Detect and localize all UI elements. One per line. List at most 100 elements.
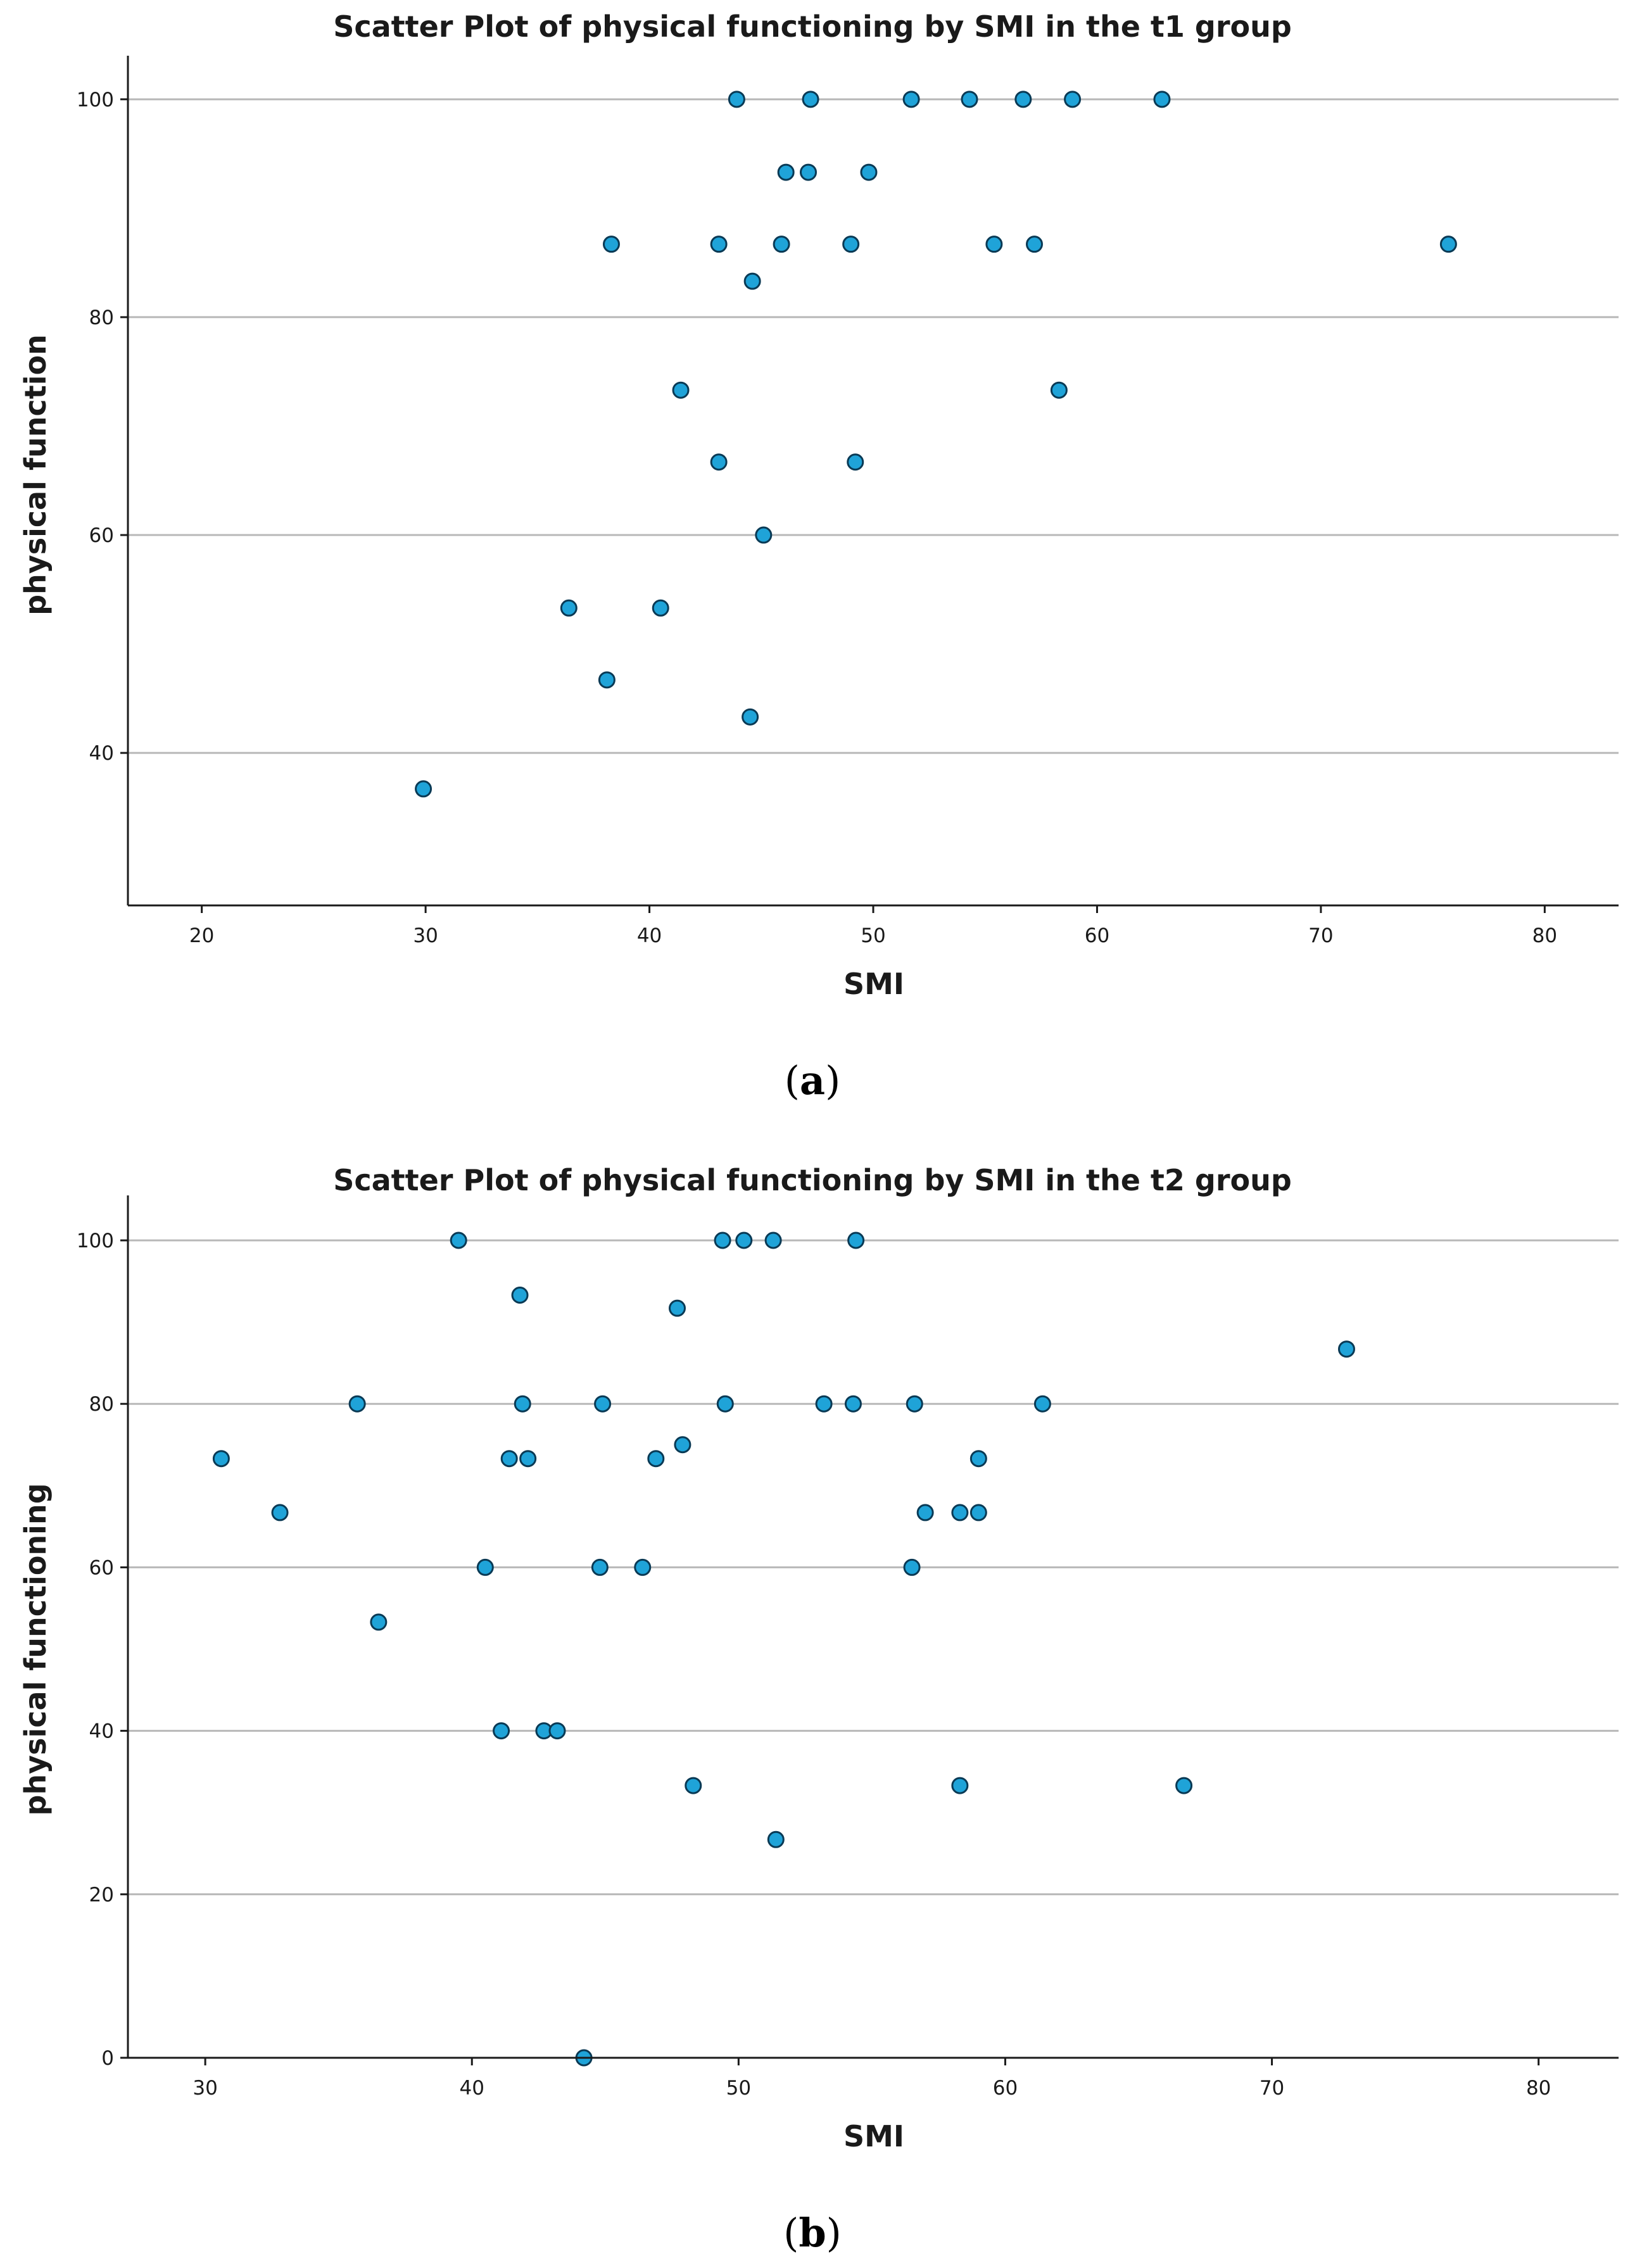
- data-point-b-35: [951, 1777, 969, 1794]
- data-point-a-1: [802, 91, 819, 108]
- x-tick-label-b-0: 30: [193, 2077, 217, 2100]
- data-point-b-10: [594, 1395, 612, 1413]
- chart-title-a: Scatter Plot of physical functioning by …: [333, 9, 1292, 44]
- data-point-a-4: [1014, 91, 1032, 108]
- x-tick-label-b-5: 80: [1526, 2077, 1551, 2100]
- data-point-a-7: [777, 163, 795, 181]
- data-point-a-26: [742, 708, 759, 726]
- axes-b: [127, 1195, 1619, 2059]
- panel-caption-b: (b): [783, 2210, 842, 2256]
- chart-title-b: Scatter Plot of physical functioning by …: [333, 1163, 1292, 1197]
- data-point-b-18: [500, 1450, 518, 1468]
- y-tick-label-a-0: 40: [89, 742, 114, 765]
- x-ticks-b: 30 40 50 60 70 80: [193, 2058, 1551, 2100]
- x-axis-label-b: SMI: [843, 2119, 904, 2153]
- data-point-b-28: [634, 1558, 652, 1576]
- data-point-b-8: [348, 1395, 366, 1413]
- data-point-b-2: [735, 1232, 753, 1249]
- axes-a: [127, 56, 1619, 907]
- x-tick-label-a-3: 50: [861, 924, 885, 947]
- caption-letter-a: a: [800, 1057, 825, 1104]
- data-point-a-5: [1064, 91, 1082, 108]
- caption-open-a: (: [785, 1057, 800, 1104]
- data-point-b-9: [514, 1395, 531, 1413]
- data-point-a-18: [672, 381, 690, 399]
- data-point-a-17: [743, 272, 761, 290]
- data-point-b-15: [1033, 1395, 1051, 1413]
- y-tick-label-b-1: 20: [89, 1884, 114, 1906]
- data-point-b-19: [519, 1450, 537, 1468]
- data-point-a-25: [598, 671, 616, 689]
- y-tick-label-a-3: 100: [77, 89, 114, 111]
- y-tick-label-b-3: 60: [89, 1556, 114, 1579]
- x-tick-label-b-2: 50: [726, 2077, 751, 2100]
- data-point-b-4: [847, 1232, 865, 1249]
- y-tick-label-b-0: 0: [101, 2047, 114, 2070]
- data-point-a-16: [1439, 236, 1457, 253]
- y-tick-label-a-2: 80: [89, 306, 114, 329]
- data-point-a-20: [710, 453, 728, 471]
- data-point-b-33: [548, 1722, 566, 1740]
- x-tick-label-b-3: 60: [993, 2077, 1018, 2100]
- data-point-b-25: [969, 1504, 987, 1521]
- chart-panel-b: Scatter Plot of physical functioning by …: [18, 1163, 1619, 2256]
- y-ticks-b: 0 20 40 60 80 100: [77, 1230, 128, 2070]
- caption-letter-b: b: [799, 2210, 826, 2256]
- data-point-b-12: [815, 1395, 833, 1413]
- x-ticks-a: 20 30 40 50 60 70 80: [189, 905, 1557, 947]
- data-point-b-30: [370, 1613, 388, 1631]
- data-point-a-14: [985, 236, 1003, 253]
- x-tick-label-a-2: 40: [637, 924, 662, 947]
- x-tick-label-a-5: 70: [1308, 924, 1333, 947]
- caption-close-a: ): [825, 1057, 840, 1104]
- data-point-a-11: [710, 236, 728, 253]
- data-point-a-19: [1050, 381, 1068, 399]
- x-tick-label-b-1: 40: [460, 2077, 484, 2100]
- data-point-b-37: [767, 1830, 785, 1848]
- data-point-b-24: [951, 1504, 969, 1521]
- data-point-a-9: [860, 163, 878, 181]
- data-point-b-34: [685, 1777, 702, 1794]
- y-tick-label-b-4: 80: [89, 1393, 114, 1416]
- x-tick-label-b-4: 70: [1260, 2077, 1284, 2100]
- data-point-a-22: [755, 526, 773, 544]
- data-point-a-21: [847, 453, 864, 471]
- data-point-b-14: [906, 1395, 923, 1413]
- caption-open-b: (: [783, 2210, 799, 2256]
- data-point-b-29: [903, 1558, 921, 1576]
- data-point-b-36: [1175, 1777, 1193, 1794]
- data-point-a-13: [842, 236, 860, 253]
- data-point-b-3: [764, 1232, 782, 1249]
- data-point-b-11: [716, 1395, 734, 1413]
- grid-b: [128, 1239, 1619, 1896]
- y-axis-label-a: physical function: [18, 334, 53, 615]
- data-point-b-27: [591, 1558, 609, 1576]
- y-tick-label-b-5: 100: [77, 1230, 114, 1252]
- data-point-b-17: [212, 1450, 230, 1468]
- x-tick-label-a-4: 60: [1085, 924, 1109, 947]
- x-tick-label-a-1: 30: [413, 924, 438, 947]
- data-point-b-22: [271, 1504, 289, 1521]
- x-axis-label-a: SMI: [843, 967, 904, 1001]
- points-a: [415, 91, 1457, 798]
- data-point-a-12: [773, 236, 790, 253]
- x-tick-label-a-0: 20: [189, 924, 214, 947]
- data-point-a-27: [415, 780, 433, 798]
- data-point-a-24: [652, 599, 669, 617]
- data-point-b-7: [1337, 1340, 1355, 1358]
- data-point-b-23: [916, 1504, 934, 1521]
- data-point-b-13: [844, 1395, 862, 1413]
- data-point-b-21: [969, 1450, 987, 1468]
- data-point-a-15: [1025, 236, 1043, 253]
- y-ticks-a: 40 60 80 100: [77, 89, 128, 765]
- data-point-a-10: [602, 236, 620, 253]
- data-point-b-6: [668, 1299, 686, 1317]
- y-tick-label-b-2: 40: [89, 1720, 114, 1743]
- data-point-a-6: [1153, 91, 1171, 108]
- data-point-b-20: [647, 1450, 665, 1468]
- data-point-a-3: [961, 91, 978, 108]
- data-point-a-8: [799, 163, 817, 181]
- data-point-b-16: [674, 1436, 692, 1454]
- data-point-b-31: [493, 1722, 510, 1740]
